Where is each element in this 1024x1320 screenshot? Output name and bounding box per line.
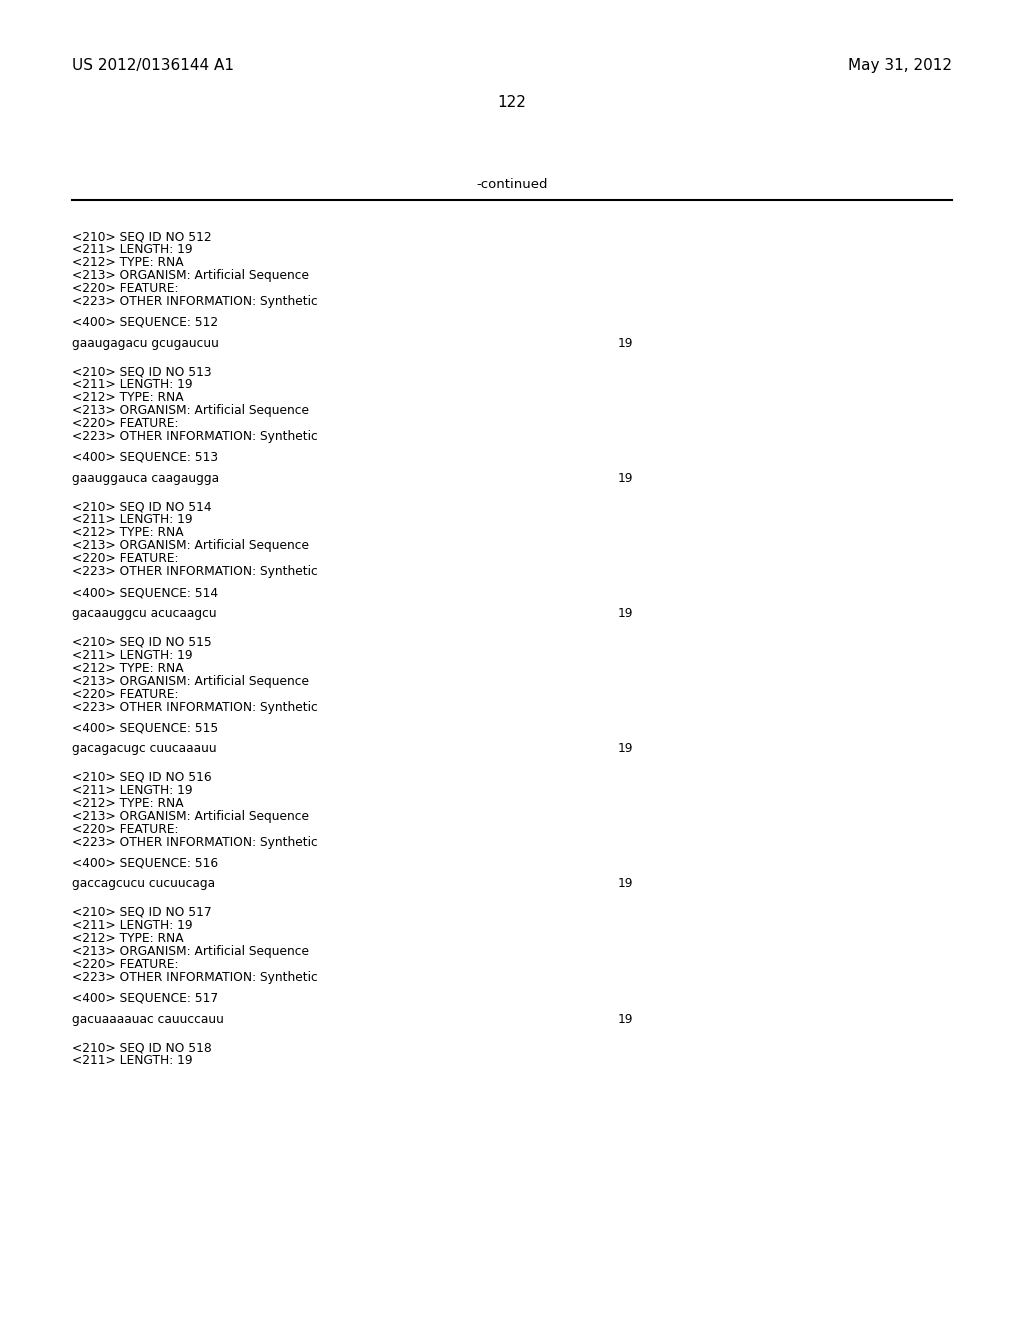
Text: <211> LENGTH: 19: <211> LENGTH: 19 <box>72 513 193 527</box>
Text: <220> FEATURE:: <220> FEATURE: <box>72 958 178 972</box>
Text: gacagacugc cuucaaauu: gacagacugc cuucaaauu <box>72 742 217 755</box>
Text: gaccagcucu cucuucaga: gaccagcucu cucuucaga <box>72 878 215 891</box>
Text: <212> TYPE: RNA: <212> TYPE: RNA <box>72 661 183 675</box>
Text: <210> SEQ ID NO 514: <210> SEQ ID NO 514 <box>72 500 212 513</box>
Text: <213> ORGANISM: Artificial Sequence: <213> ORGANISM: Artificial Sequence <box>72 675 309 688</box>
Text: <223> OTHER INFORMATION: Synthetic: <223> OTHER INFORMATION: Synthetic <box>72 972 317 983</box>
Text: 19: 19 <box>618 1012 634 1026</box>
Text: <212> TYPE: RNA: <212> TYPE: RNA <box>72 527 183 540</box>
Text: <223> OTHER INFORMATION: Synthetic: <223> OTHER INFORMATION: Synthetic <box>72 430 317 444</box>
Text: <210> SEQ ID NO 516: <210> SEQ ID NO 516 <box>72 771 212 784</box>
Text: 122: 122 <box>498 95 526 110</box>
Text: <213> ORGANISM: Artificial Sequence: <213> ORGANISM: Artificial Sequence <box>72 945 309 958</box>
Text: May 31, 2012: May 31, 2012 <box>848 58 952 73</box>
Text: <210> SEQ ID NO 517: <210> SEQ ID NO 517 <box>72 906 212 919</box>
Text: <223> OTHER INFORMATION: Synthetic: <223> OTHER INFORMATION: Synthetic <box>72 294 317 308</box>
Text: gacaauggcu acucaagcu: gacaauggcu acucaagcu <box>72 607 217 620</box>
Text: <211> LENGTH: 19: <211> LENGTH: 19 <box>72 379 193 391</box>
Text: US 2012/0136144 A1: US 2012/0136144 A1 <box>72 58 234 73</box>
Text: gaauggauca caagaugga: gaauggauca caagaugga <box>72 471 219 484</box>
Text: <211> LENGTH: 19: <211> LENGTH: 19 <box>72 784 193 797</box>
Text: <212> TYPE: RNA: <212> TYPE: RNA <box>72 797 183 809</box>
Text: <211> LENGTH: 19: <211> LENGTH: 19 <box>72 648 193 661</box>
Text: gacuaaaauac cauuccauu: gacuaaaauac cauuccauu <box>72 1012 224 1026</box>
Text: <210> SEQ ID NO 513: <210> SEQ ID NO 513 <box>72 366 212 379</box>
Text: <400> SEQUENCE: 516: <400> SEQUENCE: 516 <box>72 857 218 870</box>
Text: -continued: -continued <box>476 178 548 191</box>
Text: <220> FEATURE:: <220> FEATURE: <box>72 688 178 701</box>
Text: <213> ORGANISM: Artificial Sequence: <213> ORGANISM: Artificial Sequence <box>72 404 309 417</box>
Text: <210> SEQ ID NO 518: <210> SEQ ID NO 518 <box>72 1041 212 1055</box>
Text: <213> ORGANISM: Artificial Sequence: <213> ORGANISM: Artificial Sequence <box>72 269 309 282</box>
Text: <400> SEQUENCE: 513: <400> SEQUENCE: 513 <box>72 451 218 465</box>
Text: <220> FEATURE:: <220> FEATURE: <box>72 417 178 430</box>
Text: <212> TYPE: RNA: <212> TYPE: RNA <box>72 932 183 945</box>
Text: 19: 19 <box>618 878 634 891</box>
Text: 19: 19 <box>618 471 634 484</box>
Text: <210> SEQ ID NO 515: <210> SEQ ID NO 515 <box>72 636 212 648</box>
Text: <400> SEQUENCE: 515: <400> SEQUENCE: 515 <box>72 722 218 734</box>
Text: <211> LENGTH: 19: <211> LENGTH: 19 <box>72 1055 193 1067</box>
Text: <223> OTHER INFORMATION: Synthetic: <223> OTHER INFORMATION: Synthetic <box>72 565 317 578</box>
Text: <400> SEQUENCE: 517: <400> SEQUENCE: 517 <box>72 991 218 1005</box>
Text: <223> OTHER INFORMATION: Synthetic: <223> OTHER INFORMATION: Synthetic <box>72 701 317 714</box>
Text: <211> LENGTH: 19: <211> LENGTH: 19 <box>72 919 193 932</box>
Text: <213> ORGANISM: Artificial Sequence: <213> ORGANISM: Artificial Sequence <box>72 809 309 822</box>
Text: <213> ORGANISM: Artificial Sequence: <213> ORGANISM: Artificial Sequence <box>72 540 309 552</box>
Text: <220> FEATURE:: <220> FEATURE: <box>72 282 178 294</box>
Text: <210> SEQ ID NO 512: <210> SEQ ID NO 512 <box>72 230 212 243</box>
Text: gaaugagacu gcugaucuu: gaaugagacu gcugaucuu <box>72 337 219 350</box>
Text: 19: 19 <box>618 607 634 620</box>
Text: <223> OTHER INFORMATION: Synthetic: <223> OTHER INFORMATION: Synthetic <box>72 836 317 849</box>
Text: <220> FEATURE:: <220> FEATURE: <box>72 822 178 836</box>
Text: 19: 19 <box>618 337 634 350</box>
Text: 19: 19 <box>618 742 634 755</box>
Text: <212> TYPE: RNA: <212> TYPE: RNA <box>72 391 183 404</box>
Text: <400> SEQUENCE: 514: <400> SEQUENCE: 514 <box>72 586 218 599</box>
Text: <211> LENGTH: 19: <211> LENGTH: 19 <box>72 243 193 256</box>
Text: <220> FEATURE:: <220> FEATURE: <box>72 552 178 565</box>
Text: <400> SEQUENCE: 512: <400> SEQUENCE: 512 <box>72 315 218 329</box>
Text: <212> TYPE: RNA: <212> TYPE: RNA <box>72 256 183 269</box>
